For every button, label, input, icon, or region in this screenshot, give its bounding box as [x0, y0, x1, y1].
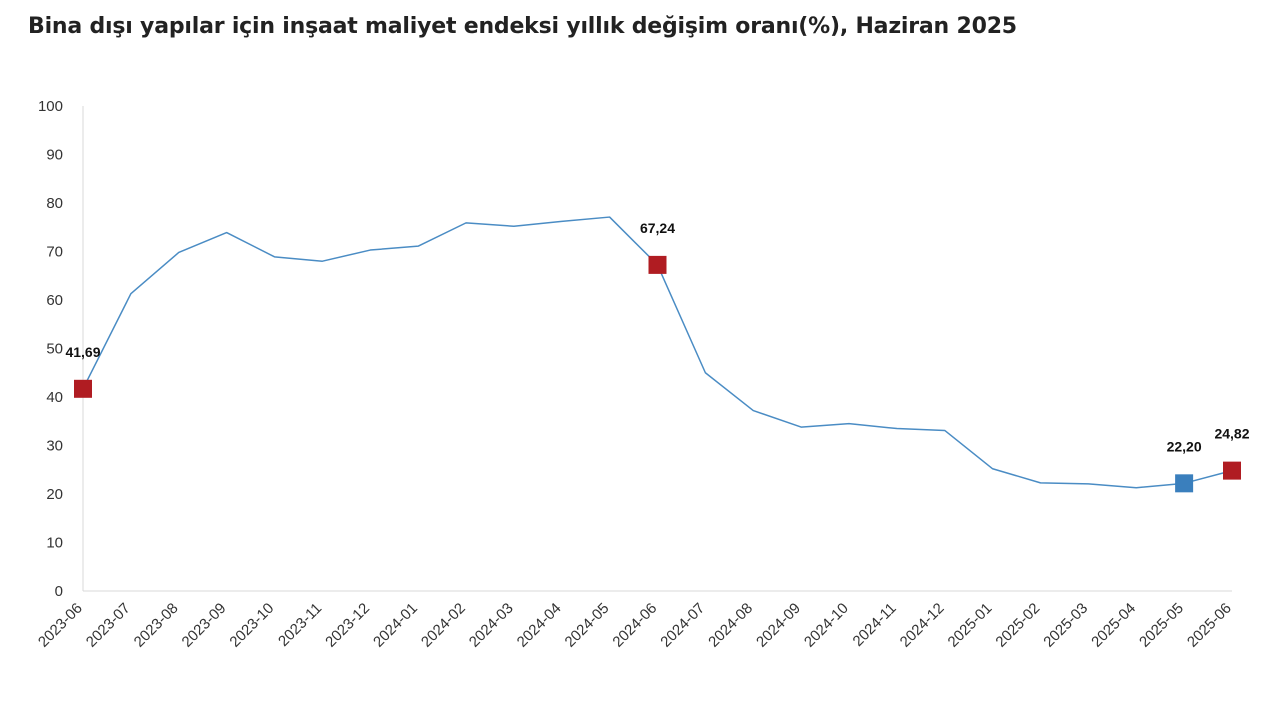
y-tick-label: 70: [46, 244, 63, 261]
x-tick-label: 2024-05: [561, 600, 612, 651]
data-label: 24,82: [1214, 426, 1249, 442]
x-tick-label: 2023-11: [275, 600, 325, 650]
highlight-markers: [74, 255, 1241, 493]
y-tick-label: 50: [46, 341, 63, 358]
x-tick-label: 2023-09: [178, 600, 229, 651]
y-tick-label: 90: [46, 147, 63, 164]
x-tick-label: 2024-06: [609, 600, 660, 651]
x-tick-label: 2024-07: [657, 600, 708, 651]
x-tick-label: 2024-03: [466, 600, 517, 651]
y-tick-label: 10: [46, 535, 63, 552]
x-tick-label: 2023-10: [226, 600, 277, 651]
data-label: 67,24: [640, 220, 675, 236]
x-tick-label: 2024-01: [370, 600, 421, 651]
x-tick-label: 2025-01: [944, 600, 995, 651]
x-tick-label: 2025-06: [1184, 600, 1235, 651]
chart-title: Bina dışı yapılar için inşaat maliyet en…: [28, 14, 1017, 39]
y-tick-label: 100: [38, 98, 63, 115]
y-tick-label: 40: [46, 389, 63, 406]
x-tick-label: 2024-09: [753, 600, 804, 651]
data-label: 41,69: [65, 344, 100, 360]
data-label: 22,20: [1167, 438, 1202, 454]
highlight-marker: [1175, 474, 1194, 493]
x-tick-label: 2024-10: [801, 600, 852, 651]
y-tick-label: 30: [46, 438, 63, 455]
x-tick-label: 2024-08: [705, 600, 756, 651]
x-tick-label: 2024-12: [897, 600, 948, 651]
x-tick-label: 2025-04: [1088, 600, 1139, 651]
x-tick-label: 2023-12: [322, 600, 373, 651]
x-tick-labels: 2023-062023-072023-082023-092023-102023-…: [35, 600, 1235, 651]
x-tick-label: 2024-11: [850, 600, 900, 650]
x-tick-label: 2023-08: [131, 600, 182, 651]
y-tick-label: 60: [46, 292, 63, 309]
x-tick-label: 2025-03: [1040, 600, 1091, 651]
x-tick-label: 2025-05: [1136, 600, 1187, 651]
y-tick-label: 80: [46, 195, 63, 212]
y-tick-label: 0: [55, 583, 63, 600]
x-tick-label: 2024-04: [514, 600, 565, 651]
x-tick-label: 2023-07: [83, 600, 134, 651]
y-tick-labels: 0 10 20 30 40 50 60 70 80 90 100: [38, 98, 63, 600]
x-tick-label: 2024-02: [418, 600, 469, 651]
y-tick-label: 20: [46, 486, 63, 503]
x-tick-label: 2025-02: [992, 600, 1043, 651]
highlight-marker: [74, 379, 92, 398]
highlight-marker: [648, 255, 667, 274]
highlight-marker: [1223, 461, 1241, 480]
x-tick-label: 2023-06: [35, 600, 86, 651]
data-labels: 41,69 67,24 22,20 24,82: [65, 220, 1249, 454]
